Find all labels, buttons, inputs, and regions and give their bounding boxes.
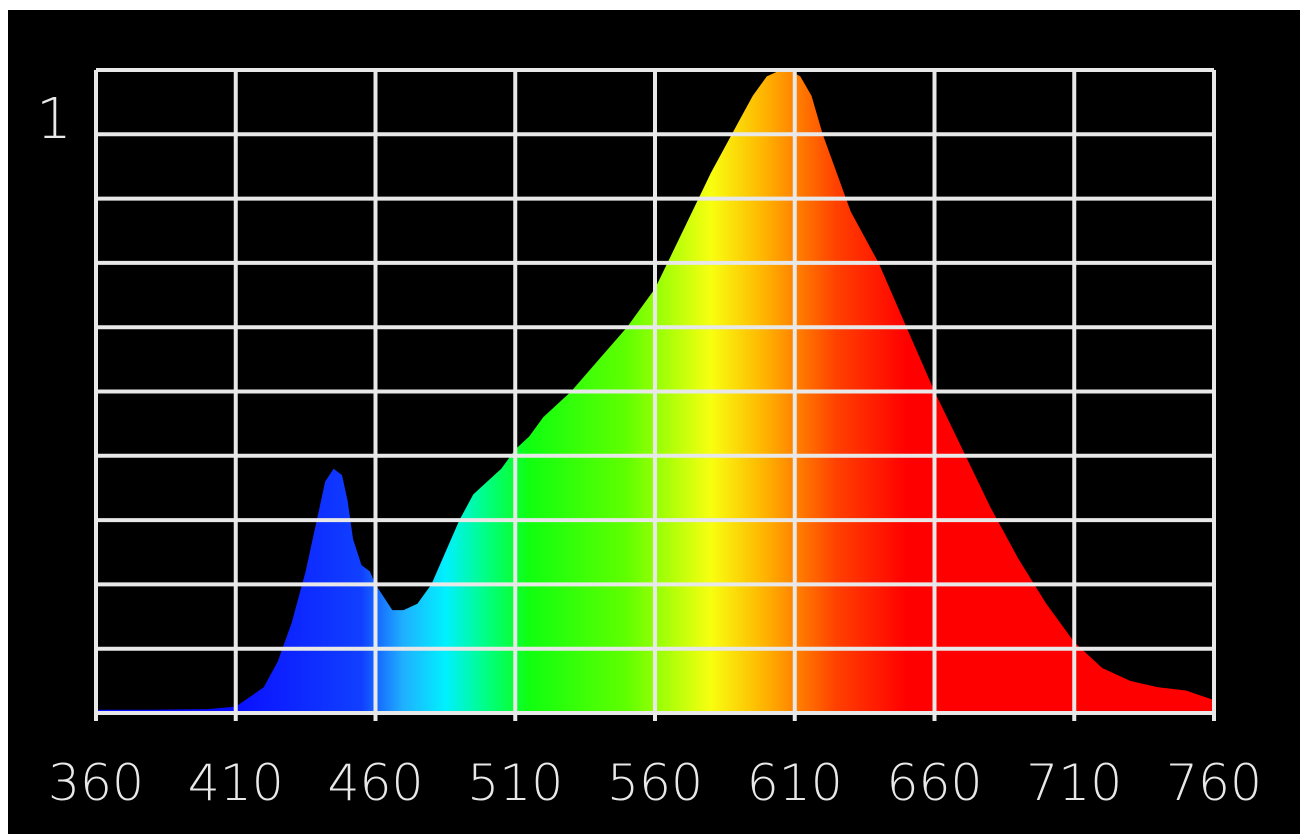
x-tick-label: 460	[328, 754, 424, 812]
x-tick-label: 410	[188, 754, 284, 812]
chart-panel: 360 410 460 510 560 610 660 710 760 1	[8, 10, 1300, 834]
x-tick-label: 710	[1026, 754, 1122, 812]
x-tick-label: 760	[1166, 754, 1262, 812]
x-tick-label: 560	[607, 754, 703, 812]
y-max-label: 1	[36, 87, 72, 152]
x-tick-label: 610	[747, 754, 843, 812]
x-tick-label: 510	[467, 754, 563, 812]
spectrum-chart: 360 410 460 510 560 610 660 710 760 1	[36, 68, 1262, 812]
x-tick-label: 660	[887, 754, 983, 812]
x-tick-label: 360	[48, 754, 144, 812]
